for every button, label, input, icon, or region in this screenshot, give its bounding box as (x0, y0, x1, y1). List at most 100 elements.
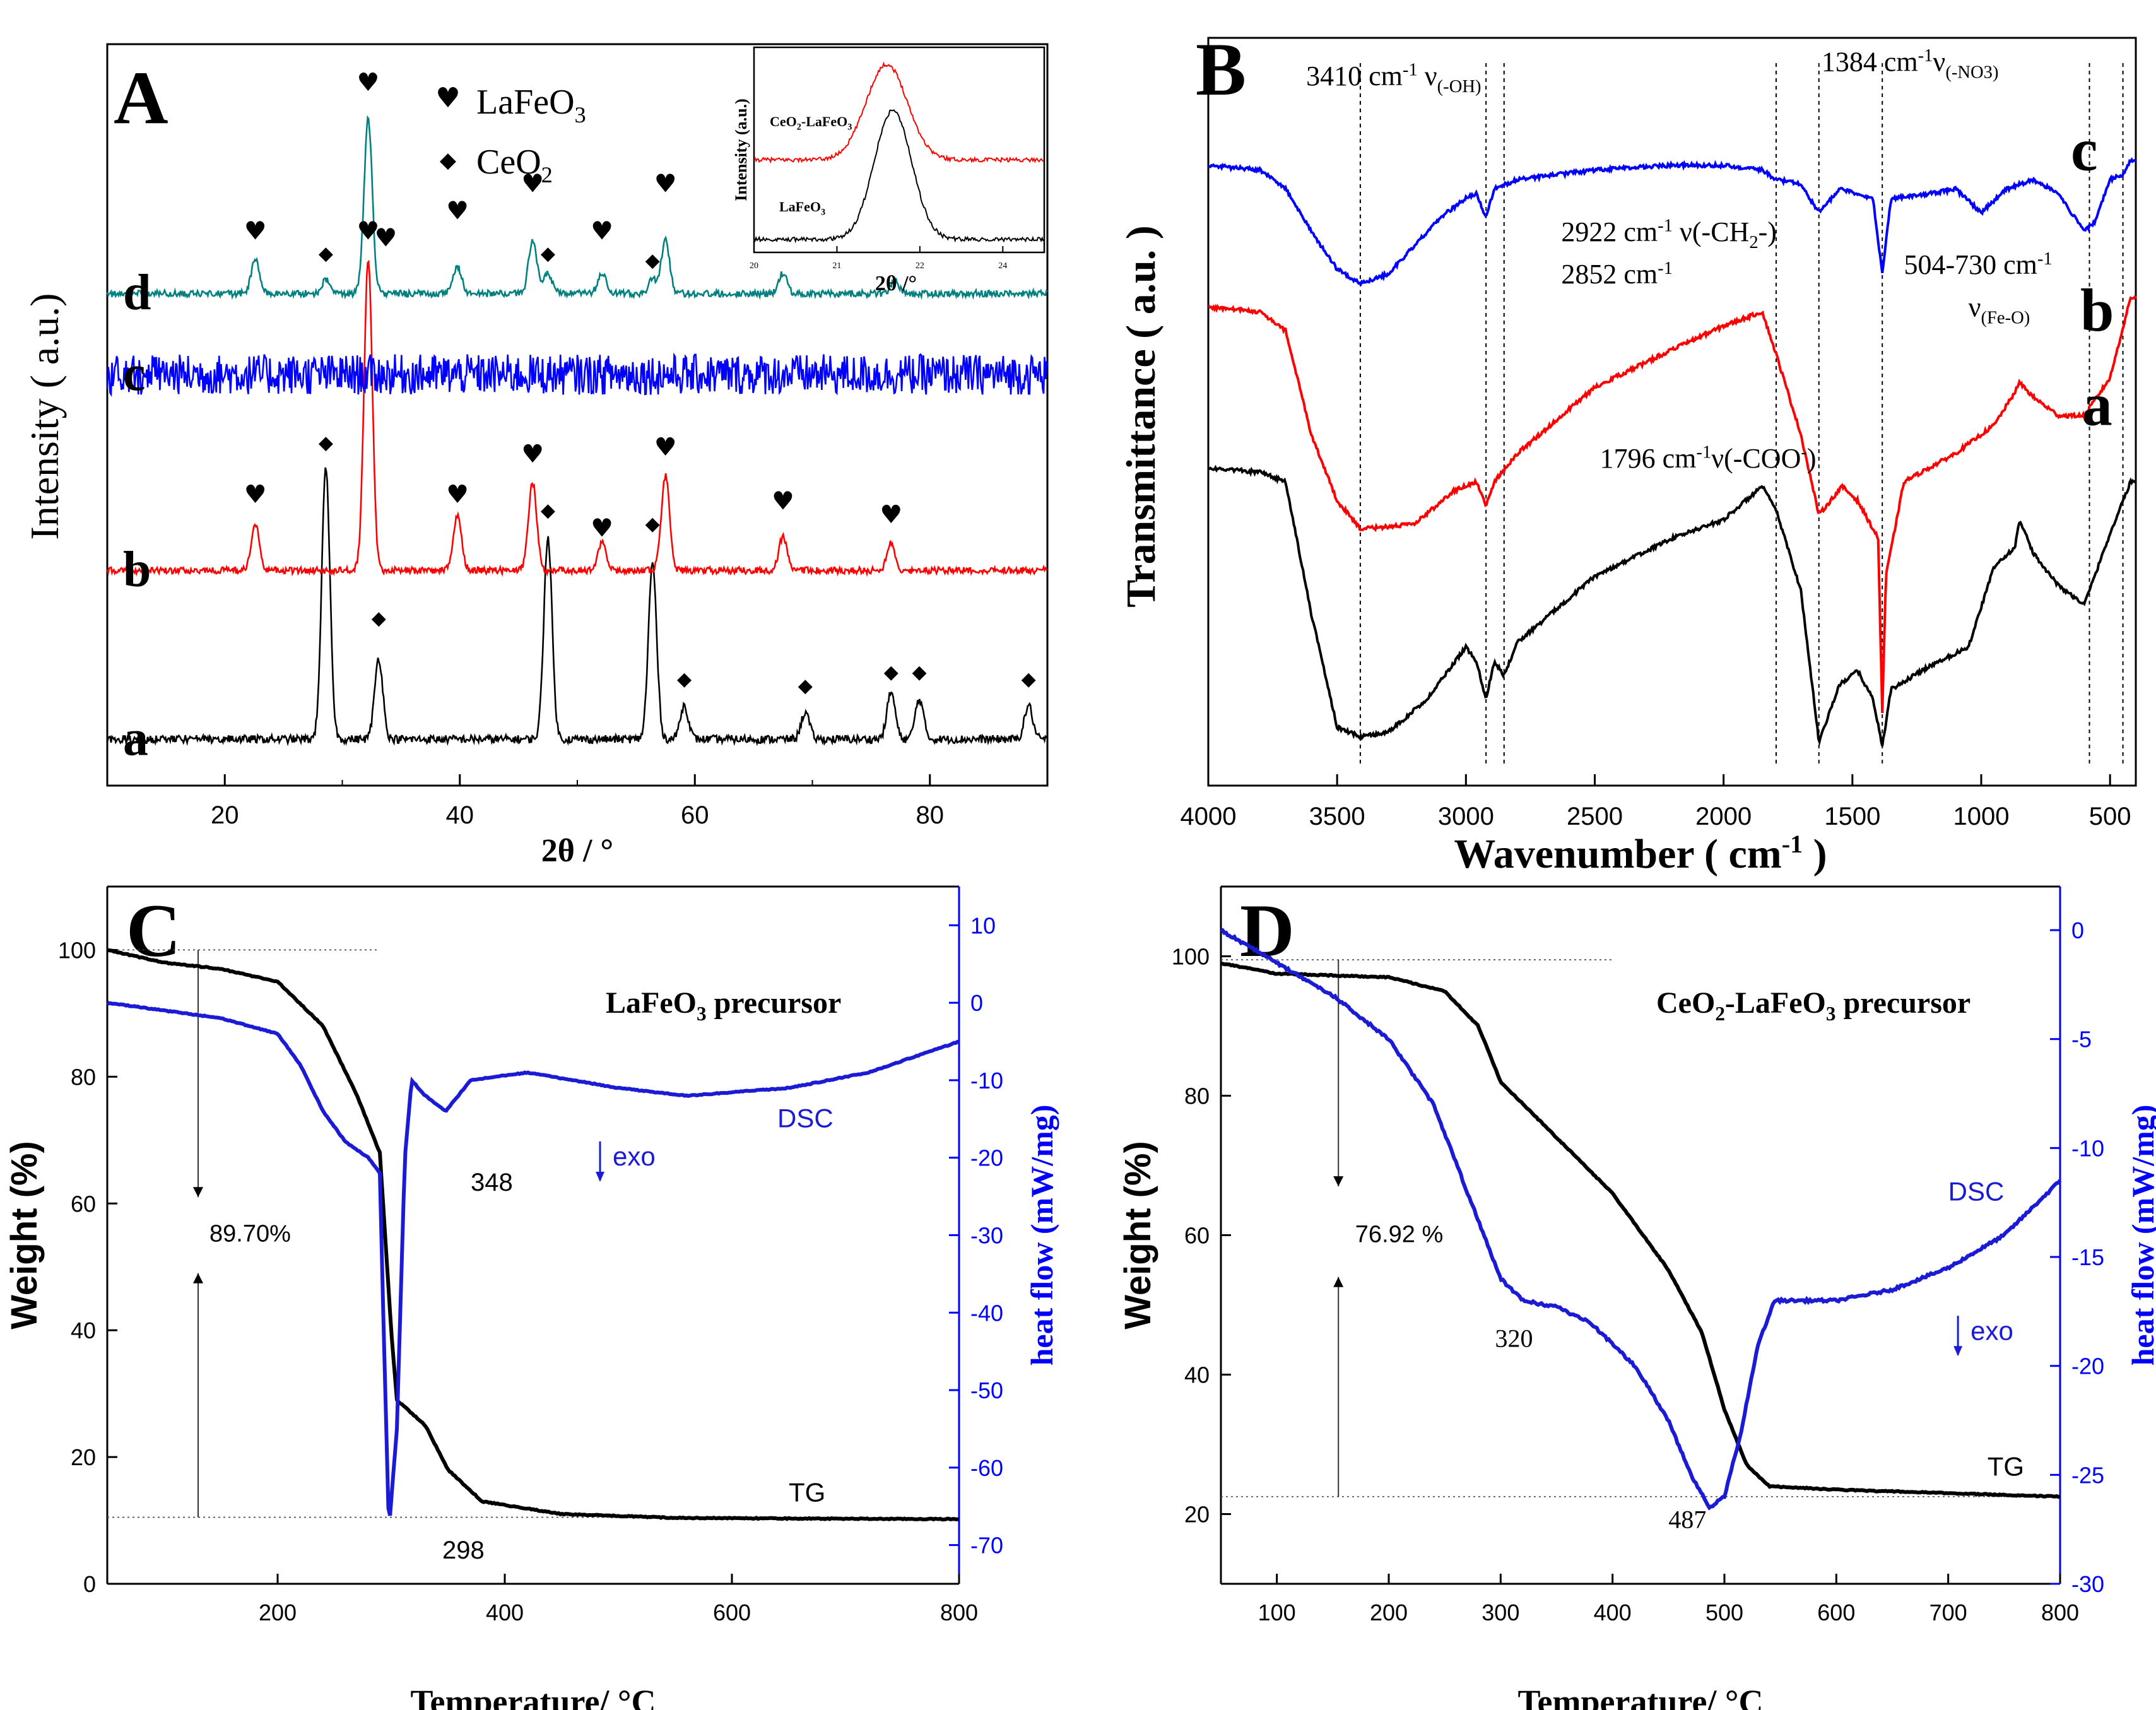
series-line-b (106, 259, 1048, 577)
x-tick-label: 3500 (1309, 803, 1365, 830)
band-annotation: 504-730 cm-1 (1904, 249, 2053, 280)
annotation-part: ν (1418, 61, 1437, 91)
annotation-part: 3 (847, 122, 852, 133)
inset-series-line (753, 61, 1044, 164)
lafeo3-peak-marker: ♥ (446, 197, 469, 226)
y-left-tick-label: 60 (71, 1191, 96, 1217)
y-axis-label: Transmittance ( a.u. ) (1118, 225, 1164, 608)
label-tg: TG (789, 1477, 825, 1507)
inset-frame (753, 46, 1046, 254)
annotation-part: -1 (2037, 249, 2053, 269)
ceo2-peak-marker: ◆ (645, 513, 660, 535)
y-right-tick-label: -25 (2071, 1462, 2104, 1488)
annotation-part: precursor (1835, 986, 1970, 1020)
panel-label: B (1196, 27, 1246, 111)
x-tick-label: 80 (916, 801, 945, 829)
series-line-tg (1220, 962, 2061, 1499)
band-annotation: 2922 cm-1 ν(-CH2-) (1561, 216, 1777, 252)
lafeo3-peak-marker: ♥ (654, 433, 677, 462)
ceo2-peak-marker: ◆ (677, 668, 692, 690)
x-tick-label: 100 (1258, 1600, 1296, 1625)
ceo2-peak-marker: ◆ (541, 243, 555, 265)
x-axis-label: Wavenumber ( cm-1 ) (1454, 830, 1827, 877)
inset-x-axis-label: 2θ /° (875, 272, 917, 295)
annotation-part: -1 (1658, 216, 1673, 235)
series-line-dsc (106, 1000, 960, 1516)
x-tick-label: 200 (259, 1600, 297, 1625)
x-tick-label: 20 (211, 801, 239, 829)
x-tick-label: 200 (1370, 1600, 1408, 1625)
panel-label: A (114, 56, 168, 139)
lafeo3-peak-marker: ♥ (357, 68, 380, 97)
y-left-tick-label: 40 (71, 1318, 96, 1343)
lafeo3-peak-marker: ♥ (521, 440, 544, 469)
series-label-d: d (123, 265, 151, 321)
band-annotation: 1796 cm-1ν(-COO-) (1600, 443, 1817, 474)
y-left-tick-label: 100 (1172, 944, 1210, 970)
annotation-part: 3410 cm (1306, 61, 1403, 91)
annotation-part: (-COO (1724, 443, 1801, 474)
annotation-part: 2 (1749, 233, 1758, 252)
annotation-part: 2852 cm (1561, 259, 1658, 290)
y-left-tick-label: 80 (71, 1064, 96, 1090)
arrow-head (1333, 1277, 1344, 1287)
y-right-tick-label: 10 (970, 912, 996, 938)
series-line-dsc (1220, 928, 2062, 1511)
exo-arrow-head (1953, 1346, 1963, 1357)
y-left-tick-label: 40 (1184, 1362, 1210, 1388)
band-annotation: ν(Fe-O) (1969, 292, 2030, 328)
y-right-tick-label: -20 (2071, 1353, 2104, 1379)
y-right-tick-label: -5 (2071, 1027, 2092, 1053)
y-right-tick-label: 0 (2071, 917, 2084, 943)
annotation-part: -1 (1918, 46, 1933, 66)
annotation-part: - (1801, 443, 1807, 463)
panel-a-xrd: 20 40 60 80 2θ / ° Intensity ( a.u.) Aa b cd ◆ ◆ ◆ ◆… (22, 43, 1049, 869)
series-label-a: a (2082, 371, 2112, 439)
x-tick-label: 800 (940, 1600, 978, 1625)
x-axis-label-part: ) (1803, 831, 1827, 877)
band-annotation: 2852 cm-1 (1561, 259, 1673, 290)
y-right-tick-label: -30 (970, 1223, 1003, 1249)
label-tg: TG (1988, 1452, 2024, 1482)
ceo2-peak-marker: ◆ (1022, 668, 1036, 690)
x-axis-label: 2θ / ° (541, 833, 613, 869)
exo-arrow-head (596, 1172, 604, 1182)
x-tick-label: 500 (1705, 1600, 1743, 1625)
x-axis-label: Temperature/ °C (1517, 1683, 1763, 1710)
label-dsc: DSC (777, 1104, 834, 1133)
x-tick-label: 4000 (1181, 803, 1237, 830)
y-axis-label: Intensity ( a.u.) (22, 293, 67, 540)
panel-b-ftir: 4000 3500 3000 2500 2000 1500 1000 500 Wavenumbe… (1118, 27, 2137, 877)
y-right-axis-label: heat flow (mW/mg) (2125, 1105, 2156, 1366)
lafeo3-peak-marker: ♥ (521, 170, 544, 199)
annotation-part: 1384 cm (1822, 46, 1918, 77)
lafeo3-peak-marker: ♥ (244, 480, 267, 509)
series-label-c: c (123, 346, 146, 402)
annotation-part: -1 (1403, 60, 1418, 80)
lafeo3-peak-marker: ♥ (591, 514, 613, 543)
inset-x-tick-label: 21 (832, 261, 841, 271)
ceo2-peak-marker: ◆ (319, 243, 333, 265)
ceo2-peak-marker: ◆ (541, 499, 555, 521)
y-left-tick-label: 60 (1184, 1223, 1210, 1249)
inset-series-line (753, 109, 1044, 244)
annotation-part: ν (1711, 443, 1724, 474)
y-right-tick-label: -70 (970, 1533, 1003, 1559)
y-right-tick-label: -60 (970, 1455, 1003, 1481)
label-percent: 76.92 % (1355, 1222, 1443, 1248)
series-label-b: b (123, 542, 151, 598)
lafeo3-peak-marker: ♥ (654, 170, 677, 199)
label-percent: 89.70% (209, 1221, 291, 1247)
lafeo3-peak-marker: ♥ (772, 487, 794, 516)
annotation-part: 2 (541, 162, 553, 187)
annotation-part: -) (1758, 216, 1777, 247)
panel-title: CeO2-LaFeO3 precursor (1656, 986, 1970, 1025)
annotation-part: (-CH (1692, 216, 1749, 247)
annotation-part: LaFeO (476, 83, 575, 122)
legend-marker: ◆ (440, 148, 457, 173)
annotation-part: (-NO3) (1945, 62, 1998, 82)
plot-frame (1207, 37, 2137, 787)
arrow-head (1333, 1176, 1344, 1187)
label-dsc: DSC (1948, 1176, 2005, 1206)
